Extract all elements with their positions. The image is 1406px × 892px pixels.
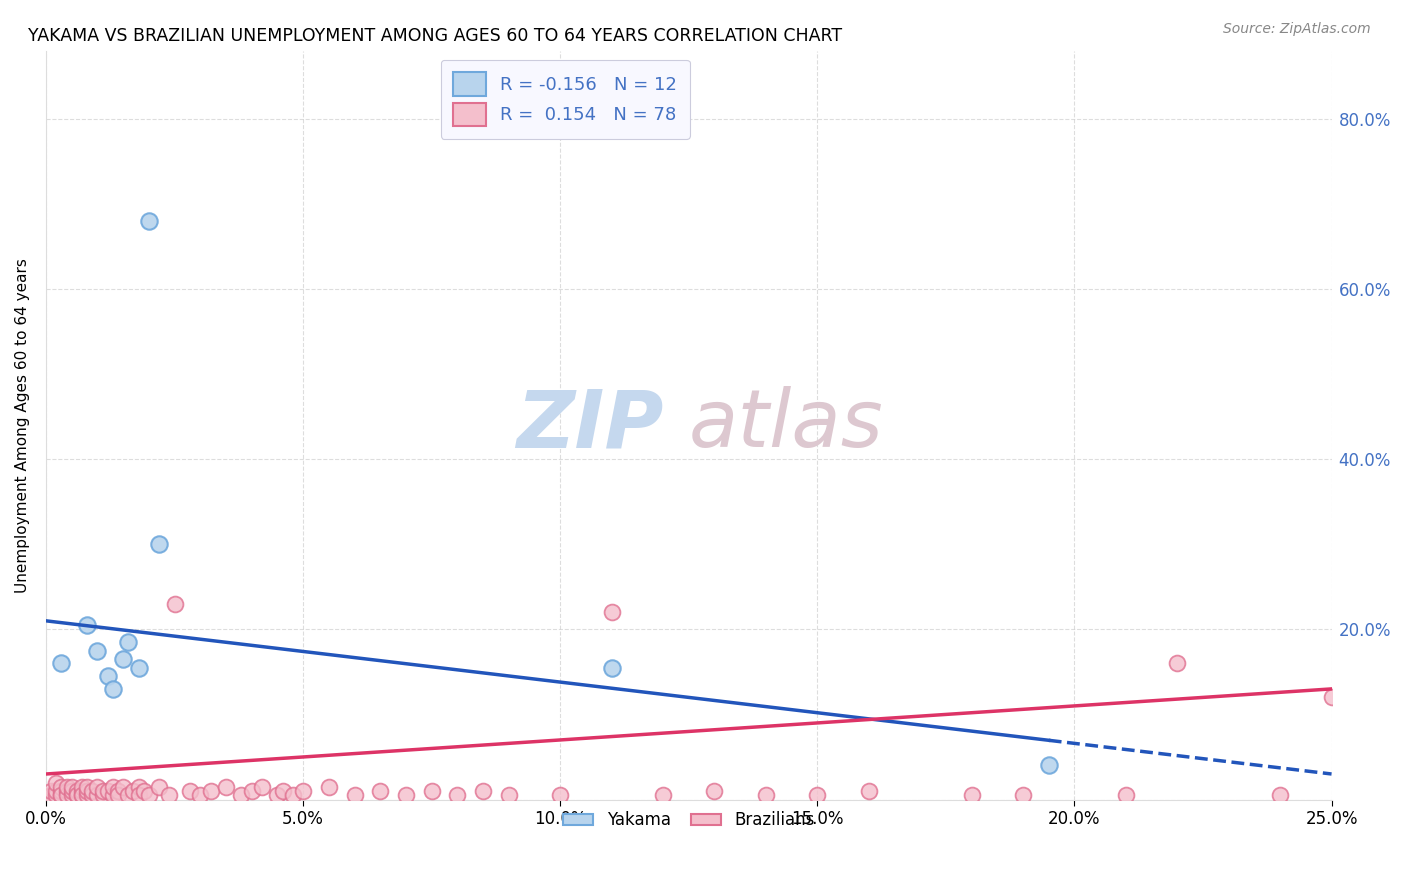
Text: YAKAMA VS BRAZILIAN UNEMPLOYMENT AMONG AGES 60 TO 64 YEARS CORRELATION CHART: YAKAMA VS BRAZILIAN UNEMPLOYMENT AMONG A… bbox=[28, 27, 842, 45]
Point bbox=[60, 780, 83, 794]
Point bbox=[292, 784, 315, 798]
Point bbox=[138, 789, 160, 803]
Point bbox=[128, 660, 150, 674]
Point bbox=[76, 780, 98, 794]
Point bbox=[368, 784, 391, 798]
Point bbox=[498, 789, 520, 803]
Point bbox=[51, 789, 73, 803]
Point bbox=[395, 789, 418, 803]
Point bbox=[101, 780, 124, 794]
Point bbox=[318, 780, 340, 794]
Point bbox=[148, 537, 170, 551]
Point bbox=[231, 789, 253, 803]
Point bbox=[128, 780, 150, 794]
Point bbox=[703, 784, 725, 798]
Point bbox=[266, 789, 288, 803]
Point bbox=[39, 784, 62, 798]
Point bbox=[179, 784, 201, 798]
Point bbox=[755, 789, 778, 803]
Point bbox=[66, 789, 89, 803]
Point bbox=[45, 775, 67, 789]
Point bbox=[271, 784, 294, 798]
Text: ZIP: ZIP bbox=[516, 386, 664, 464]
Point bbox=[45, 789, 67, 803]
Point bbox=[86, 780, 108, 794]
Point bbox=[446, 789, 468, 803]
Point bbox=[420, 784, 443, 798]
Point bbox=[117, 635, 139, 649]
Point bbox=[101, 789, 124, 803]
Point bbox=[200, 784, 222, 798]
Point bbox=[51, 780, 73, 794]
Point bbox=[76, 784, 98, 798]
Point bbox=[66, 784, 89, 798]
Point bbox=[91, 784, 114, 798]
Point bbox=[240, 784, 263, 798]
Point bbox=[107, 784, 129, 798]
Point bbox=[806, 789, 828, 803]
Point bbox=[86, 643, 108, 657]
Point bbox=[76, 789, 98, 803]
Point bbox=[70, 789, 93, 803]
Point bbox=[97, 669, 120, 683]
Point bbox=[548, 789, 571, 803]
Point bbox=[138, 214, 160, 228]
Point bbox=[82, 784, 104, 798]
Point bbox=[188, 789, 211, 803]
Text: Source: ZipAtlas.com: Source: ZipAtlas.com bbox=[1223, 22, 1371, 37]
Point bbox=[600, 605, 623, 619]
Point bbox=[70, 789, 93, 803]
Point bbox=[82, 789, 104, 803]
Point bbox=[60, 789, 83, 803]
Point bbox=[117, 789, 139, 803]
Point bbox=[148, 780, 170, 794]
Point bbox=[66, 789, 89, 803]
Point bbox=[960, 789, 983, 803]
Point bbox=[112, 652, 135, 666]
Point bbox=[1268, 789, 1291, 803]
Point bbox=[1115, 789, 1137, 803]
Point bbox=[51, 657, 73, 671]
Point bbox=[343, 789, 366, 803]
Point bbox=[215, 780, 238, 794]
Point bbox=[55, 789, 77, 803]
Point bbox=[1320, 690, 1343, 705]
Point bbox=[39, 789, 62, 803]
Point bbox=[60, 784, 83, 798]
Point bbox=[91, 789, 114, 803]
Point bbox=[157, 789, 180, 803]
Point bbox=[51, 784, 73, 798]
Point bbox=[51, 789, 73, 803]
Text: atlas: atlas bbox=[689, 386, 883, 464]
Point bbox=[652, 789, 675, 803]
Point bbox=[107, 789, 129, 803]
Point bbox=[122, 784, 145, 798]
Point bbox=[128, 789, 150, 803]
Y-axis label: Unemployment Among Ages 60 to 64 years: Unemployment Among Ages 60 to 64 years bbox=[15, 258, 30, 592]
Point bbox=[76, 618, 98, 632]
Point bbox=[1038, 758, 1060, 772]
Point bbox=[858, 784, 880, 798]
Point bbox=[70, 780, 93, 794]
Point bbox=[45, 784, 67, 798]
Point bbox=[97, 784, 120, 798]
Point bbox=[55, 780, 77, 794]
Point bbox=[70, 784, 93, 798]
Point bbox=[1012, 789, 1035, 803]
Point bbox=[163, 597, 186, 611]
Point bbox=[55, 784, 77, 798]
Point bbox=[132, 784, 155, 798]
Point bbox=[1166, 657, 1188, 671]
Point bbox=[101, 681, 124, 696]
Point bbox=[112, 780, 135, 794]
Point bbox=[250, 780, 273, 794]
Point bbox=[86, 789, 108, 803]
Legend: Yakama, Brazilians: Yakama, Brazilians bbox=[557, 805, 821, 836]
Point bbox=[600, 660, 623, 674]
Point bbox=[281, 789, 304, 803]
Point bbox=[472, 784, 495, 798]
